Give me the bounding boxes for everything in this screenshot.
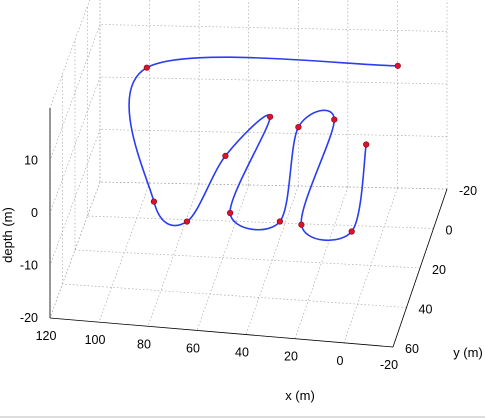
- y-tick-label: 0: [446, 224, 453, 238]
- grid-layer: [49, 0, 448, 348]
- waypoint-marker: [143, 64, 150, 71]
- axis-line: [392, 188, 448, 348]
- waypoint-marker: [222, 152, 229, 159]
- grid-line: [99, 24, 448, 32]
- x-tick-label: 80: [137, 337, 151, 351]
- x-tick-label: 60: [186, 341, 200, 355]
- x-tick-label: 0: [337, 354, 344, 368]
- y-tick-label: 40: [419, 303, 433, 317]
- grid-line: [99, 129, 448, 137]
- waypoint-marker: [276, 218, 284, 225]
- grid-line: [147, 183, 200, 327]
- x-axis-label: x (m): [285, 388, 315, 403]
- x-tick-label: 100: [85, 333, 106, 347]
- axes-box: [49, 108, 448, 348]
- waypoint-marker: [150, 198, 157, 205]
- x-tick-label: 40: [235, 346, 249, 360]
- waypoint-marker: [363, 141, 370, 148]
- waypoint-marker: [394, 62, 401, 69]
- waypoint-marker: [331, 116, 338, 123]
- waypoint-marker: [295, 123, 302, 131]
- waypoint-marker: [348, 228, 355, 235]
- waypoint-marker: [227, 209, 234, 217]
- grid-line: [99, 76, 448, 85]
- x-tick-labels: 120 100 80 60 40 20 0 -20: [36, 329, 399, 372]
- waypoint-marker: [267, 113, 274, 120]
- y-tick-label: 60: [405, 342, 419, 356]
- x-tick-label: 20: [284, 350, 298, 364]
- z-tick-labels: 10 0 -10 -20: [20, 154, 38, 326]
- grid-line: [74, 249, 421, 269]
- z-tick-label: 10: [24, 154, 38, 168]
- grid-line: [87, 215, 434, 229]
- waypoint-marker: [183, 218, 190, 225]
- y-tick-label: -20: [459, 184, 477, 198]
- y-axis-label: y (m): [453, 345, 483, 360]
- z-tick-label: -10: [20, 259, 38, 273]
- y-tick-labels: -20 0 20 40 60: [405, 184, 477, 356]
- z-tick-label: -20: [20, 311, 38, 325]
- trajectory-line: [128, 56, 399, 242]
- y-tick-label: 20: [432, 263, 446, 277]
- x-tick-label: 120: [36, 329, 57, 343]
- grid-line: [99, 181, 448, 190]
- grid-line: [49, 24, 101, 161]
- grid-line: [62, 283, 407, 308]
- z-axis-label: depth (m): [0, 207, 15, 263]
- x-tick-label: -20: [380, 358, 398, 372]
- z-tick-label: 0: [31, 206, 38, 220]
- grid-line: [294, 186, 349, 339]
- waypoint-marker: [298, 221, 305, 228]
- axis-line: [49, 317, 394, 348]
- waypoint-markers: [143, 62, 401, 235]
